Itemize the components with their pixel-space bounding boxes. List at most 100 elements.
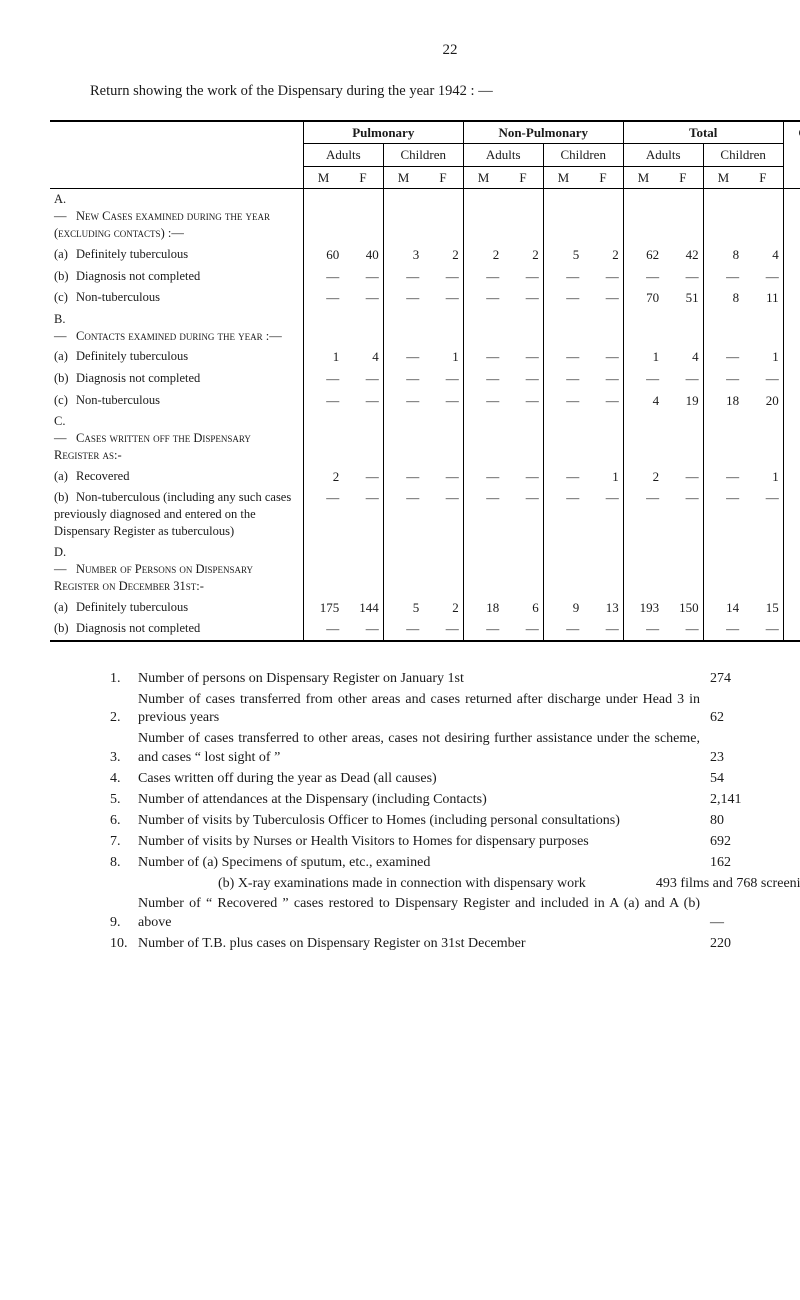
mf: F [423,166,463,189]
list-text: Cases written off during the year as Dea… [138,770,710,789]
cell: — [503,487,543,542]
cell: — [743,368,783,390]
cell: — [463,487,503,542]
row-label: (a)Definitely tuberculous [50,244,303,266]
cell [503,309,543,347]
cell: — [343,618,383,641]
cell: 4 [663,346,703,368]
cell: — [383,487,423,542]
table-row: (a)Definitely tuberculous14—1————14—16 [50,346,800,368]
cell: — [503,618,543,641]
cell [303,189,343,244]
cell: — [743,487,783,542]
cell: 175 [303,597,343,619]
cell [663,542,703,597]
list-item: (b) X-ray examinations made in connectio… [110,875,800,894]
cell: — [383,266,423,288]
cell: 18 [703,390,743,412]
cell: 13 [583,597,623,619]
cell: — [383,618,423,641]
row-label: D.—Number of Persons on Dispensary Regis… [50,542,303,597]
cell: — [383,287,423,309]
cell: — [503,466,543,488]
cell [583,189,623,244]
table-row: D.—Number of Persons on Dispensary Regis… [50,542,800,597]
list-item: 5.Number of attendances at the Dispensar… [110,791,800,810]
cell [463,411,503,466]
table-row: (a)Definitely tuberculous604032225262428… [50,244,800,266]
cell: — [423,618,463,641]
cell: — [463,266,503,288]
list-value: 493 films and 768 screenings [656,875,800,894]
cell: — [303,266,343,288]
cell [303,309,343,347]
cell: — [663,466,703,488]
list-value: 2,141 [710,791,800,810]
list-value: — [710,914,800,933]
list-text: Number of visits by Tuberculosis Officer… [138,812,710,831]
cell [383,309,423,347]
grand-total-cell: — [783,266,800,288]
cell: — [623,487,663,542]
cell [503,189,543,244]
table-row: C.—Cases written off the Dispensary Regi… [50,411,800,466]
cell: 2 [303,466,343,488]
cell: — [343,487,383,542]
cell [463,309,503,347]
cell [743,411,783,466]
list-value: 80 [710,812,800,831]
cell: 1 [743,346,783,368]
cell [343,309,383,347]
cell: 40 [343,244,383,266]
table-row: (a)Definitely tuberculous175144521869131… [50,597,800,619]
mf: M [383,166,423,189]
row-label: (b)Diagnosis not completed [50,368,303,390]
cell: — [543,466,583,488]
numbered-list: 1.Number of persons on Dispensary Regist… [110,670,800,954]
grand-total-cell [783,542,800,597]
cell: 19 [663,390,703,412]
hdr-pulmonary: Pulmonary [303,121,463,144]
cell [743,542,783,597]
grand-total-cell [783,309,800,347]
grand-total-cell: — [783,487,800,542]
cell [303,542,343,597]
cell: — [303,487,343,542]
sub-children: Children [703,144,783,167]
grand-total-cell: 3 [783,466,800,488]
list-item: 8.Number of (a) Specimens of sputum, etc… [110,854,800,873]
cell: — [463,287,503,309]
cell: 4 [343,346,383,368]
cell [703,411,743,466]
cell: — [543,618,583,641]
cell: — [503,346,543,368]
cell [583,542,623,597]
cell: — [423,390,463,412]
cell: — [303,618,343,641]
cell: — [463,466,503,488]
list-value: 692 [710,833,800,852]
cell: 2 [423,244,463,266]
sub-adults: Adults [303,144,383,167]
grand-total-cell: — [783,368,800,390]
grand-total-cell [783,189,800,244]
cell: 42 [663,244,703,266]
grand-total-cell: 116 [783,244,800,266]
cell: 20 [743,390,783,412]
cell: 2 [423,597,463,619]
list-text: Number of cases transferred from other a… [138,691,710,729]
cell: — [743,618,783,641]
list-item: 7.Number of visits by Nurses or Health V… [110,833,800,852]
grand-total-cell [783,411,800,466]
grand-total-cell: 372 [783,597,800,619]
cell: 5 [383,597,423,619]
cell [383,542,423,597]
cell: 2 [623,466,663,488]
cell [423,411,463,466]
cell [543,411,583,466]
list-item: 3.Number of cases transferred to other a… [110,730,800,768]
list-text: (b) X-ray examinations made in connectio… [138,875,656,894]
cell: — [583,487,623,542]
cell [423,542,463,597]
cell: — [503,390,543,412]
